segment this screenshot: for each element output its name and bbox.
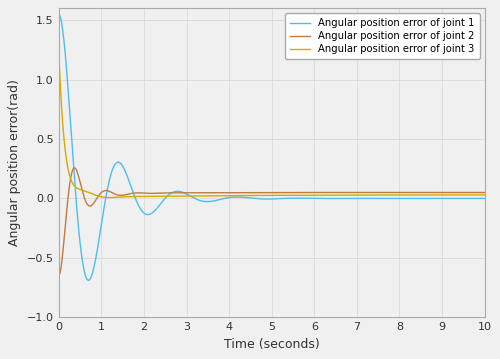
Angular position error of joint 1 [474, 196, 480, 201]
Angular position error of joint 2 [474, 190, 480, 195]
Angular position error of joint 2 [238, 190, 244, 195]
Legend: Angular position error of joint 1, Angular position error of joint 2, Angular po: Angular position error of joint 1, Angul… [286, 13, 480, 59]
Line: Angular position error of joint 3: Angular position error of joint 3 [59, 51, 484, 197]
X-axis label: Time (seconds): Time (seconds) [224, 338, 320, 351]
Angular position error of joint 3 [104, 195, 110, 200]
Angular position error of joint 2 [130, 191, 136, 195]
Angular position error of joint 3 [428, 193, 434, 197]
Angular position error of joint 2 [219, 191, 225, 195]
Angular position error of joint 1 [238, 195, 244, 199]
Angular position error of joint 1 [104, 187, 110, 191]
Angular position error of joint 1 [130, 189, 136, 194]
Angular position error of joint 3 [482, 193, 488, 197]
Angular position error of joint 1 [219, 197, 225, 201]
Angular position error of joint 1 [482, 196, 488, 201]
Angular position error of joint 1 [86, 278, 91, 283]
Line: Angular position error of joint 1: Angular position error of joint 1 [59, 14, 484, 280]
Angular position error of joint 2 [56, 274, 62, 278]
Angular position error of joint 2 [104, 188, 110, 193]
Angular position error of joint 3 [130, 194, 136, 199]
Angular position error of joint 3 [56, 49, 62, 53]
Angular position error of joint 1 [56, 12, 62, 17]
Y-axis label: Angular position error(rad): Angular position error(rad) [8, 79, 22, 246]
Angular position error of joint 3 [474, 193, 480, 197]
Angular position error of joint 3 [219, 194, 225, 198]
Angular position error of joint 2 [482, 190, 488, 195]
Angular position error of joint 2 [72, 166, 78, 170]
Angular position error of joint 1 [428, 196, 434, 201]
Angular position error of joint 3 [238, 194, 244, 198]
Angular position error of joint 3 [106, 195, 112, 200]
Angular position error of joint 2 [428, 190, 434, 195]
Line: Angular position error of joint 2: Angular position error of joint 2 [59, 168, 484, 276]
